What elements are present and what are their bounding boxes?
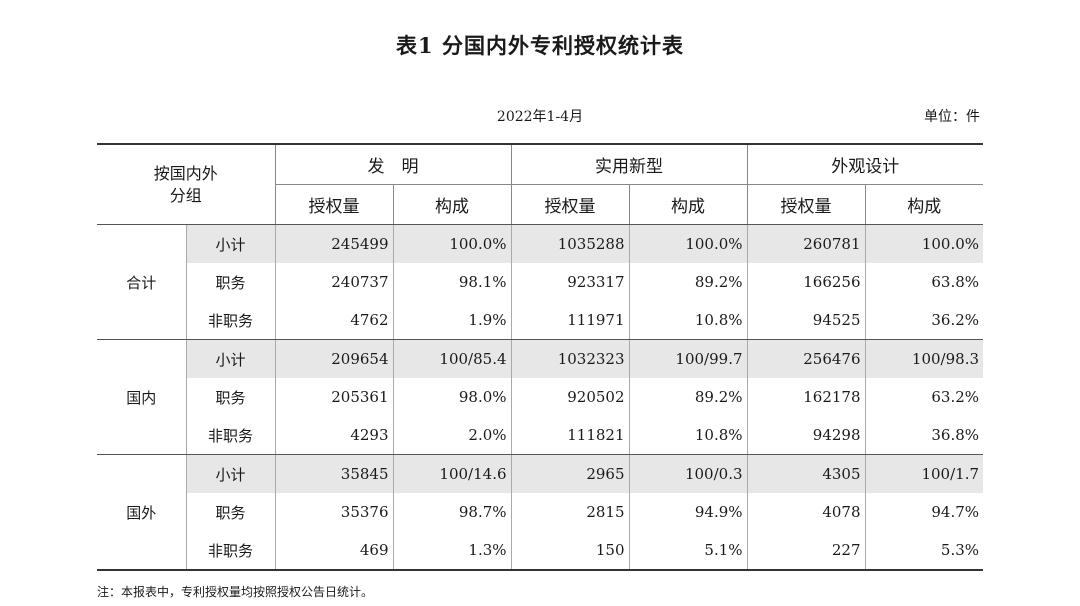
cell-design-share: 94.7% [864,493,984,531]
footnote: 注：本报表中，专利授权量均按照授权公告日统计。 [97,585,374,599]
cell-design-share: 63.2% [864,378,984,416]
cell-invention-count: 4293 [274,416,394,455]
category-header-design: 外观设计 [746,143,984,185]
row-label: 小计 [185,454,276,493]
cell-design-share: 36.2% [864,301,984,340]
cell-invention-share: 98.1% [392,263,512,301]
cell-utility-count: 920502 [510,378,630,416]
category-header-utility-model: 实用新型 [510,143,748,185]
cell-utility-share: 10.8% [628,416,748,455]
table-row: 非职务 4762 1.9% 111971 10.8% 94525 36.2% [97,301,984,340]
cell-design-count: 260781 [746,224,866,263]
column-header-share: 构成 [628,184,748,225]
cell-design-share: 36.8% [864,416,984,455]
row-label: 非职务 [185,531,276,571]
group-name: 国内 [97,339,186,455]
column-header-count: 授权量 [274,184,394,225]
group-name: 国外 [97,454,186,571]
table-row: 职务 205361 98.0% 920502 89.2% 162178 63.2% [97,378,984,416]
cell-utility-count: 150 [510,531,630,571]
cell-utility-share: 89.2% [628,378,748,416]
table-title: 表1 分国内外专利授权统计表 [396,33,684,58]
group-name: 合计 [97,224,186,340]
cell-invention-share: 2.0% [392,416,512,455]
cell-invention-count: 35376 [274,493,394,531]
column-header-share: 构成 [864,184,984,225]
table-row: 国外 小计 35845 100/14.6 2965 100/0.3 4305 100/1.7 [97,454,984,571]
cell-design-count: 4305 [746,454,866,493]
group-header-line2: 分组 [169,185,202,205]
cell-utility-count: 111971 [510,301,630,340]
row-label: 职务 [185,263,276,301]
unit-label: 单位：件 [924,109,980,125]
cell-utility-count: 111821 [510,416,630,455]
row-label: 职务 [185,493,276,531]
cell-utility-share: 89.2% [628,263,748,301]
table-row: 合计 小计 245499 100.0% 1035288 100.0% 260781 100.0… [97,224,984,340]
cell-utility-share: 10.8% [628,301,748,340]
report-period: 2022年1-4月 [496,109,584,125]
cell-invention-share: 1.3% [392,531,512,571]
group-header-line1: 按国内外 [153,163,218,183]
patent-statistics-table: 按国内外 分组 发 明 实用新型 外观设计 授权量 构成 授权量 构成 授权量 … [97,143,984,571]
cell-invention-share: 100/85.4 [392,339,512,378]
category-header-invention: 发 明 [274,143,512,185]
cell-design-count: 227 [746,531,866,571]
cell-design-count: 94525 [746,301,866,340]
cell-utility-count: 2965 [510,454,630,493]
row-label: 职务 [185,378,276,416]
row-label: 小计 [185,224,276,263]
table-row: 职务 35376 98.7% 2815 94.9% 4078 94.7% [97,493,984,531]
cell-invention-count: 4762 [274,301,394,340]
table-row: 非职务 469 1.3% 150 5.1% 227 5.3% [97,531,984,571]
cell-design-share: 100/98.3 [864,339,984,378]
cell-invention-share: 100.0% [392,224,512,263]
cell-invention-share: 1.9% [392,301,512,340]
cell-design-count: 256476 [746,339,866,378]
row-label: 非职务 [185,301,276,340]
cell-utility-count: 923317 [510,263,630,301]
cell-utility-share: 100/99.7 [628,339,748,378]
table-row: 国内 小计 209654 100/85.4 1032323 100/99.7 256476 1… [97,339,984,455]
cell-design-share: 5.3% [864,531,984,571]
table-row: 职务 240737 98.1% 923317 89.2% 166256 63.8% [97,263,984,301]
column-header-count: 授权量 [746,184,866,225]
cell-utility-share: 5.1% [628,531,748,571]
cell-invention-count: 240737 [274,263,394,301]
cell-design-count: 162178 [746,378,866,416]
column-header-count: 授权量 [510,184,630,225]
cell-design-share: 63.8% [864,263,984,301]
cell-design-count: 94298 [746,416,866,455]
cell-design-share: 100.0% [864,224,984,263]
cell-design-count: 166256 [746,263,866,301]
cell-invention-count: 205361 [274,378,394,416]
cell-invention-share: 98.0% [392,378,512,416]
cell-utility-count: 1032323 [510,339,630,378]
cell-utility-count: 2815 [510,493,630,531]
cell-utility-share: 100.0% [628,224,748,263]
table-body: 合计 小计 245499 100.0% 1035288 100.0% 260781 100.0… [97,224,984,571]
group-header: 按国内外 分组 [97,143,276,225]
cell-invention-count: 209654 [274,339,394,378]
row-label: 非职务 [185,416,276,455]
table-row: 非职务 4293 2.0% 111821 10.8% 94298 36.8% [97,416,984,455]
cell-utility-share: 100/0.3 [628,454,748,493]
cell-invention-share: 98.7% [392,493,512,531]
cell-utility-share: 94.9% [628,493,748,531]
cell-invention-count: 35845 [274,454,394,493]
cell-utility-count: 1035288 [510,224,630,263]
cell-invention-count: 245499 [274,224,394,263]
cell-design-count: 4078 [746,493,866,531]
cell-design-share: 100/1.7 [864,454,984,493]
cell-invention-share: 100/14.6 [392,454,512,493]
cell-invention-count: 469 [274,531,394,571]
row-label: 小计 [185,339,276,378]
column-header-share: 构成 [392,184,512,225]
